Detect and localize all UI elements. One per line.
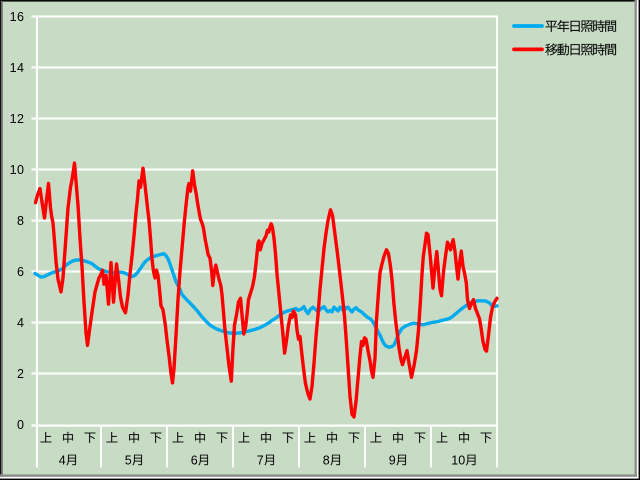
svg-text:10: 10 [10, 163, 25, 177]
svg-text:8: 8 [17, 214, 24, 228]
svg-text:4: 4 [59, 453, 66, 467]
svg-text:4: 4 [17, 316, 24, 330]
svg-text:0: 0 [17, 418, 24, 432]
svg-text:10: 10 [451, 453, 465, 467]
svg-text:12: 12 [10, 112, 25, 126]
svg-text:16: 16 [10, 10, 25, 24]
svg-text:2: 2 [17, 367, 24, 381]
svg-text:6: 6 [191, 453, 198, 467]
svg-text:7: 7 [257, 453, 264, 467]
svg-text:6: 6 [17, 265, 24, 279]
svg-text:8: 8 [323, 453, 330, 467]
svg-text:5: 5 [125, 453, 132, 467]
svg-text:9: 9 [389, 453, 396, 467]
svg-text:14: 14 [10, 61, 25, 75]
